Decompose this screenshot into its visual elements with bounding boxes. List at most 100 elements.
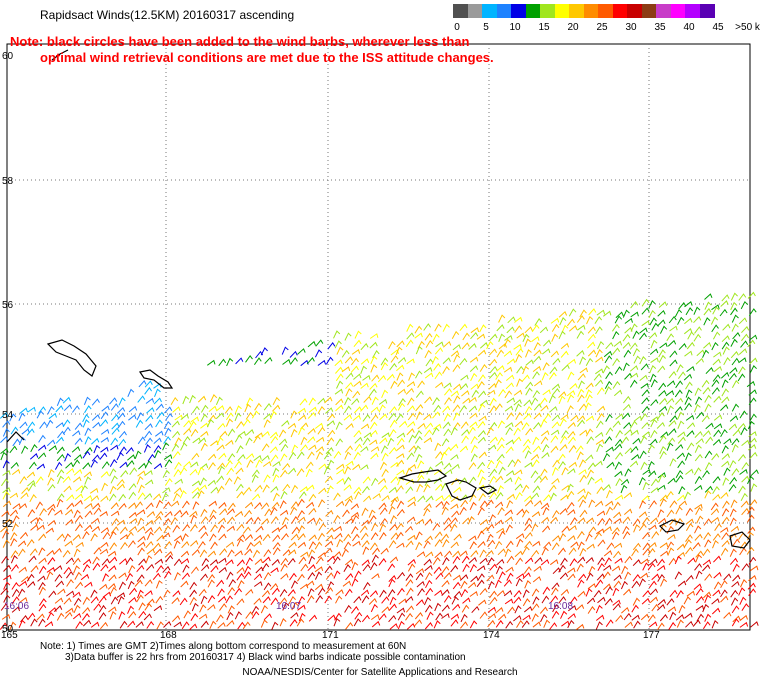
wind-barb <box>305 580 315 587</box>
wind-barb <box>551 323 560 332</box>
wind-barb <box>263 571 272 580</box>
wind-barb <box>414 435 423 444</box>
wind-barb <box>353 339 362 348</box>
wind-barb <box>693 583 702 590</box>
wind-barb <box>487 389 496 396</box>
wind-barb <box>90 596 99 604</box>
wind-barb <box>596 486 605 494</box>
wind-barb <box>387 437 395 447</box>
wind-barb <box>119 558 128 565</box>
wind-barb <box>389 523 398 531</box>
wind-barb <box>134 450 142 459</box>
wind-barb <box>586 436 595 445</box>
wind-barb <box>335 373 344 382</box>
wind-barb <box>597 557 605 565</box>
wind-barb <box>459 383 469 390</box>
wind-barb <box>343 533 352 542</box>
wind-barb <box>721 341 730 350</box>
wind-barb <box>587 462 596 470</box>
wind-barb <box>423 323 432 331</box>
wind-barb <box>530 453 540 461</box>
wind-barb <box>632 559 641 567</box>
wind-barb <box>516 365 524 374</box>
wind-barb <box>162 469 170 478</box>
wind-barb <box>541 372 549 381</box>
wind-barb <box>47 519 57 527</box>
wind-barb <box>111 518 120 526</box>
wind-barb <box>46 571 54 580</box>
wind-barb <box>453 354 461 363</box>
wind-barb <box>623 508 633 515</box>
wind-barb <box>208 500 217 507</box>
wind-barb <box>452 581 461 590</box>
wind-barb <box>170 500 180 507</box>
wind-barb <box>153 515 162 523</box>
wind-barb <box>372 493 381 500</box>
colorbar-label: 5 <box>483 22 489 33</box>
wind-barb <box>566 490 575 499</box>
wind-barb <box>642 548 651 556</box>
wind-barb <box>127 540 136 548</box>
wind-barb <box>99 548 109 555</box>
wind-barb <box>189 623 198 631</box>
wind-barb <box>27 612 36 621</box>
wind-barb <box>353 406 363 414</box>
wind-barb <box>495 372 503 380</box>
wind-barb <box>272 492 280 502</box>
wind-barb <box>243 571 252 579</box>
wind-barb <box>118 581 126 590</box>
wind-barb <box>615 477 623 487</box>
wind-barb <box>82 607 91 615</box>
wind-barb <box>344 332 352 341</box>
wind-barb <box>452 344 461 351</box>
wind-barb <box>615 429 623 438</box>
wind-barb <box>721 396 730 404</box>
wind-barb <box>416 551 426 558</box>
wind-barb <box>219 430 228 438</box>
wind-barb <box>504 548 512 557</box>
wind-barb <box>82 558 92 566</box>
wind-barb <box>407 558 416 566</box>
wind-barb <box>83 471 92 478</box>
wind-barb <box>128 610 137 619</box>
wind-barb <box>254 558 263 565</box>
wind-barb <box>629 460 639 468</box>
wind-barb <box>215 396 223 406</box>
colorbar-swatch <box>699 4 715 18</box>
wind-barb <box>263 413 272 420</box>
wind-barb <box>720 371 730 379</box>
wind-barb <box>657 564 666 572</box>
wind-barb <box>712 493 721 501</box>
wind-barb <box>323 466 331 475</box>
wind-barb <box>307 517 316 524</box>
wind-barb <box>747 582 756 590</box>
wind-barb <box>434 589 443 596</box>
wind-barb <box>137 492 146 500</box>
wind-barb <box>236 572 245 581</box>
wind-barb <box>0 603 9 611</box>
wind-barb <box>270 583 279 591</box>
wind-barb <box>494 501 504 508</box>
wind-barb <box>514 403 522 412</box>
wind-barb <box>406 323 414 332</box>
colorbar-swatch <box>627 4 642 18</box>
wind-barb <box>638 578 646 587</box>
wind-barb <box>550 595 559 603</box>
wind-barb <box>576 350 585 357</box>
wind-barb <box>29 453 39 460</box>
wind-barb <box>470 550 479 558</box>
wind-barb <box>540 430 550 437</box>
wind-barb <box>632 542 641 551</box>
wind-barb <box>116 519 126 526</box>
wind-barb <box>731 580 740 588</box>
wind-barb <box>523 566 532 574</box>
wind-barb <box>595 349 603 358</box>
wind-barb <box>47 503 56 511</box>
wind-barb <box>740 579 748 588</box>
wind-barb <box>37 444 47 451</box>
wind-barb <box>533 349 542 357</box>
wind-barb <box>398 398 406 406</box>
wind-barb <box>162 532 171 539</box>
wind-barb <box>353 451 361 460</box>
wind-barb <box>100 621 109 630</box>
